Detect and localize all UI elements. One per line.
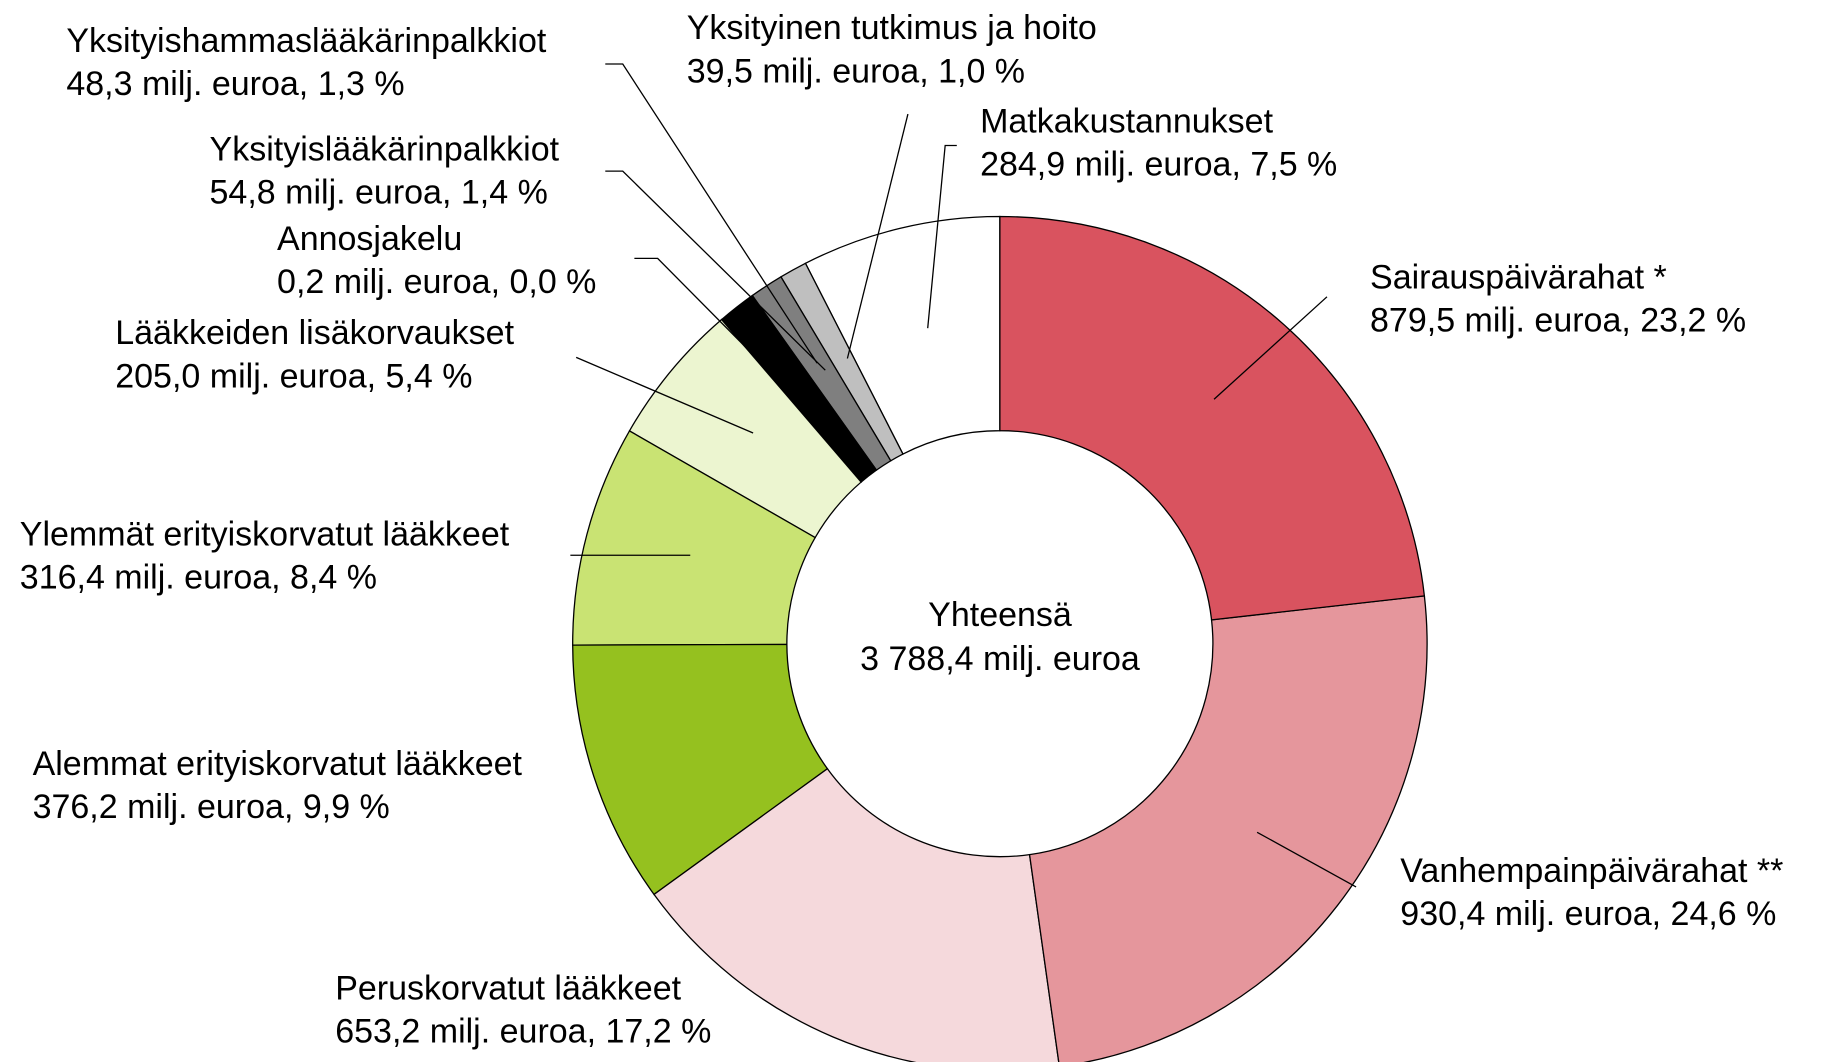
slice-label: Yksityislääkärinpalkkiot — [210, 130, 560, 168]
center-total: 3 788,4 milj. euroa — [860, 640, 1140, 678]
slice-value-label: 54,8 milj. euroa, 1,4 % — [210, 173, 548, 211]
donut-slice — [653, 767, 1060, 1062]
center-title: Yhteensä — [928, 596, 1072, 634]
leader-line — [927, 144, 957, 329]
leader-line — [1256, 831, 1357, 888]
donut-slice — [572, 643, 829, 896]
slice-label: Ylemmät erityiskorvatut lääkkeet — [20, 516, 510, 554]
donut-slice — [999, 215, 1426, 621]
donut-slice — [780, 262, 904, 462]
donut-slice — [720, 294, 878, 483]
slice-label: Matkakustannukset — [980, 102, 1273, 140]
slice-value-label: 653,2 milj. euroa, 17,2 % — [335, 1013, 711, 1051]
slice-label: Lääkkeiden lisäkorvaukset — [115, 314, 514, 352]
slice-value-label: 205,0 milj. euroa, 5,4 % — [115, 357, 472, 395]
leader-line — [634, 257, 783, 385]
slice-value-label: 48,3 milj. euroa, 1,3 % — [66, 65, 404, 103]
leader-line — [605, 170, 826, 371]
leader-line — [1213, 296, 1328, 400]
slice-label: Vanhempainpäivärahat ** — [1400, 852, 1783, 890]
slice-label: Yksityishammaslääkärinpalkkiot — [66, 22, 547, 60]
slice-value-label: 39,5 milj. euroa, 1,0 % — [687, 52, 1025, 90]
slice-label: Alemmat erityiskorvatut lääkkeet — [33, 745, 523, 783]
donut-slice — [572, 430, 817, 646]
slice-label: Sairauspäivärahat * — [1370, 258, 1667, 296]
donut-slice — [628, 318, 863, 539]
donut-slice — [751, 275, 892, 472]
slice-value-label: 316,4 milj. euroa, 8,4 % — [20, 559, 377, 597]
slice-label: Yksityinen tutkimus ja hoito — [687, 9, 1097, 47]
slice-value-label: 879,5 milj. euroa, 23,2 % — [1370, 301, 1746, 339]
slice-value-label: 930,4 milj. euroa, 24,6 % — [1400, 895, 1776, 933]
leader-line — [605, 63, 818, 364]
leader-line — [846, 113, 909, 359]
slice-value-label: 284,9 milj. euroa, 7,5 % — [980, 145, 1337, 183]
slice-value-label: 376,2 milj. euroa, 9,9 % — [33, 788, 390, 826]
slice-label: Annosjakelu — [277, 220, 462, 258]
slice-value-label: 0,2 milj. euroa, 0,0 % — [277, 263, 596, 301]
slice-label: Peruskorvatut lääkkeet — [335, 970, 681, 1008]
leader-line — [575, 356, 754, 434]
donut-slice — [1028, 595, 1428, 1062]
